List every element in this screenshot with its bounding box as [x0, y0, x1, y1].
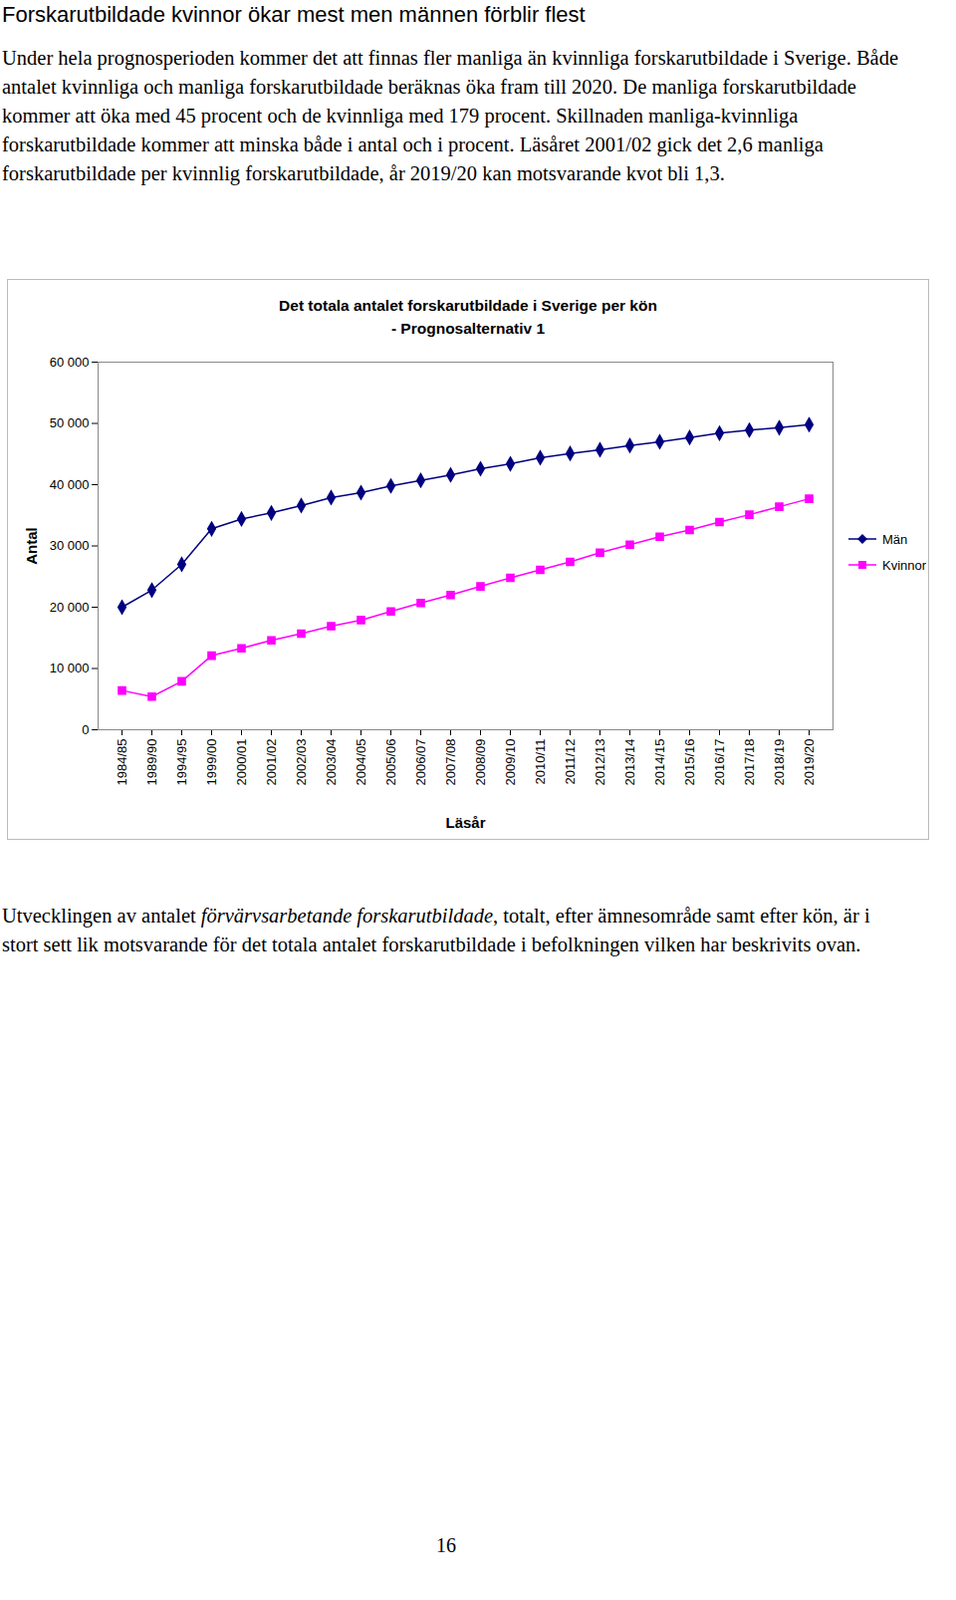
svg-text:2013/14: 2013/14 [622, 738, 638, 786]
html-text:- Prognosalternativ 1: - Prognosalternativ 1 [391, 319, 545, 337]
svg-text:2000/01: 2000/01 [234, 738, 249, 786]
svg-text:10 000: 10 000 [49, 660, 90, 676]
svg-text:60 000: 60 000 [49, 354, 90, 370]
svg-text:Antal: Antal [22, 526, 40, 565]
svg-text:20 000: 20 000 [49, 599, 90, 615]
svg-text:2014/15: 2014/15 [652, 738, 668, 786]
svg-text:1989/90: 1989/90 [144, 738, 160, 786]
html-text:Det totala antalet forskarutbi: Det totala antalet forskarutbildade i Sv… [278, 296, 658, 314]
svg-text:2004/05: 2004/05 [353, 738, 369, 786]
svg-text:0: 0 [81, 721, 89, 737]
svg-text:2006/07: 2006/07 [413, 738, 429, 786]
svg-text:2015/16: 2015/16 [682, 738, 698, 786]
svg-text:2017/18: 2017/18 [741, 738, 757, 786]
svg-text:2007/08: 2007/08 [443, 738, 459, 786]
svg-text:2003/04: 2003/04 [323, 738, 339, 786]
svg-text:30 000: 30 000 [49, 537, 90, 553]
html-text:Under hela prognosperioden kom: Under hela prognosperioden kommer det at… [1, 46, 899, 185]
svg-text:1999/00: 1999/00 [204, 738, 220, 786]
svg-text:Läsår: Läsår [445, 813, 485, 831]
svg-text:2002/03: 2002/03 [293, 738, 309, 786]
html-text:Kvinnor: Kvinnor [882, 557, 927, 573]
svg-text:40 000: 40 000 [49, 477, 90, 492]
svg-text:2012/13: 2012/13 [592, 738, 608, 786]
svg-text:2005/06: 2005/06 [383, 738, 399, 786]
html-text:Män: Män [882, 531, 908, 547]
html-text:Forskarutbildade kvinnor ökar: Forskarutbildade kvinnor ökar mest men m… [1, 1, 586, 27]
svg-text:2011/12: 2011/12 [562, 738, 578, 785]
svg-text:50 000: 50 000 [49, 415, 90, 431]
svg-text:1994/95: 1994/95 [174, 738, 190, 786]
html-text:Utvecklingen av antalet förvär: Utvecklingen av antalet förvärvsarbetand… [1, 904, 870, 956]
svg-text:2009/10: 2009/10 [502, 738, 518, 786]
svg-text:2001/02: 2001/02 [263, 738, 279, 786]
svg-text:2019/20: 2019/20 [801, 738, 817, 786]
html-text:16: 16 [436, 1533, 457, 1556]
svg-text:2010/11: 2010/11 [532, 738, 548, 785]
svg-text:2016/17: 2016/17 [712, 738, 727, 786]
svg-text:2018/19: 2018/19 [771, 738, 787, 786]
svg-text:1984/85: 1984/85 [114, 738, 130, 786]
svg-text:2008/09: 2008/09 [473, 738, 488, 786]
